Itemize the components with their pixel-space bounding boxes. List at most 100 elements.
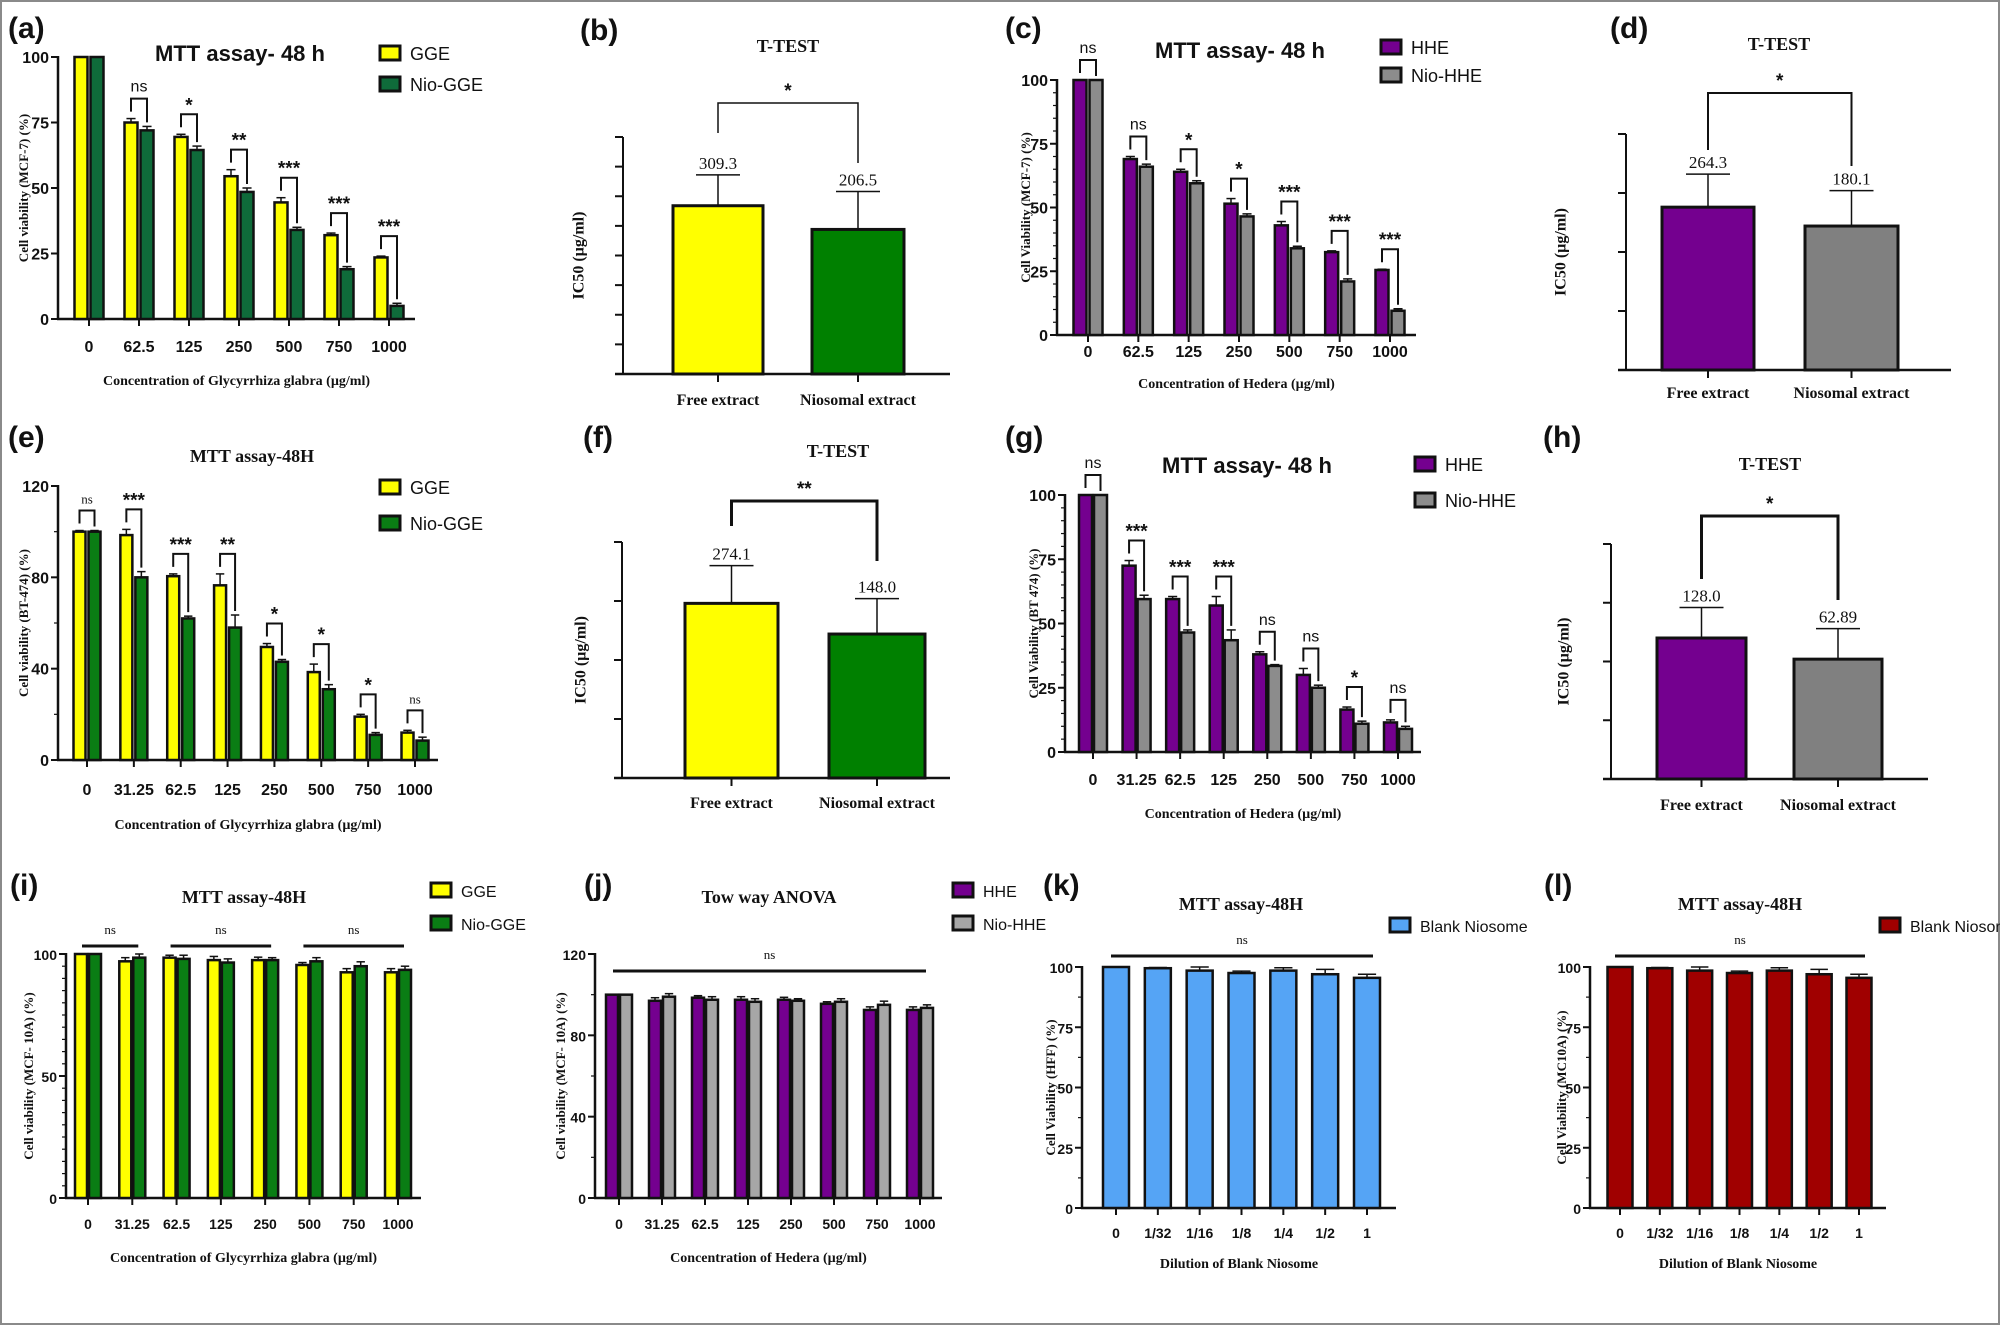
- significance-bracket: [1129, 135, 1148, 161]
- significance-label: ns: [1085, 455, 1102, 472]
- bar-nio-gge: [353, 964, 368, 1200]
- y-tick-label: 25: [1038, 681, 1056, 698]
- y-tick-label: 0: [1065, 1201, 1073, 1217]
- x-tick-label: 1/2: [1315, 1225, 1335, 1241]
- y-tick-label: 40: [31, 662, 49, 679]
- bar-niosomal-extract: [1803, 224, 1900, 372]
- y-axis-label: Cell Viability (MCF-7) (%): [1018, 132, 1033, 283]
- bar-gge: [339, 971, 354, 1200]
- bar-nio-gge: [239, 190, 255, 321]
- bar-blank-niosome: [1606, 965, 1634, 1210]
- significance-bracket: [280, 176, 298, 224]
- data-label: 309.3: [699, 154, 737, 173]
- significance-label: *: [1766, 494, 1774, 515]
- significance-label: ***: [1125, 522, 1148, 543]
- panel-l: (l) MTT assay-48H 0 25 50 75 100 Cell Viability…: [1544, 869, 2000, 1272]
- panel-label: (d): [1610, 12, 1648, 45]
- significance-bracket: [1084, 474, 1102, 491]
- y-axis-label: Cell Viability (MC10A) (%): [1554, 1010, 1569, 1164]
- significance-bracket: [1215, 575, 1233, 626]
- chart-title: T-TEST: [1748, 34, 1810, 54]
- bar-nio-gge: [274, 660, 290, 762]
- x-axis-label: Concentration of Hedera (µg/ml): [1145, 807, 1342, 822]
- x-tick-label: 0: [1089, 772, 1098, 789]
- legend-label: HHE: [1445, 455, 1483, 475]
- bar-hhe: [1273, 224, 1290, 337]
- y-axis-label: Cell Viability (HFF) (%): [1043, 1019, 1058, 1155]
- significance-label: *: [1776, 71, 1784, 92]
- bar-gge: [353, 715, 368, 762]
- x-tick-label: 1/32: [1144, 1225, 1171, 1241]
- bar-gge: [123, 121, 139, 321]
- x-tick-label: 500: [276, 339, 303, 356]
- bar-nio-hhe: [1179, 631, 1196, 754]
- significance-label: **: [220, 535, 235, 556]
- legend-label: Blank Niosome: [1910, 919, 2000, 936]
- significance-label: ns: [215, 922, 227, 937]
- legend-label: HHE: [983, 884, 1017, 901]
- y-tick-label: 0: [1573, 1201, 1581, 1217]
- significance-label: *: [185, 95, 193, 116]
- significance-label: ***: [1379, 230, 1402, 251]
- significance-bracket: [380, 235, 398, 300]
- significance-bracket: [730, 499, 879, 561]
- chart-title: MTT assay- 48 h: [155, 41, 325, 66]
- y-tick-label: 50: [31, 181, 49, 198]
- significance-bracket: [180, 113, 198, 143]
- chart-title: T-TEST: [1739, 454, 1801, 474]
- x-tick-label: 250: [779, 1216, 803, 1232]
- significance-label: *: [318, 625, 326, 646]
- panel-i: (i) MTT assay-48H 0 50 100 Cell viability (MC…: [10, 869, 526, 1266]
- x-tick-label: 0: [84, 1216, 92, 1232]
- significance-label: **: [797, 479, 812, 500]
- x-tick-label: 1/2: [1809, 1225, 1829, 1241]
- x-tick-label: 125: [176, 339, 203, 356]
- y-tick-label: 0: [40, 312, 49, 329]
- x-tick-label: 1/32: [1646, 1225, 1673, 1241]
- bar-nio-gge: [87, 530, 102, 762]
- chart-title: MTT assay-48H: [1179, 894, 1303, 914]
- panel-d: (d) T-TEST IC50 (µg/ml) 264.3 Free extract 18…: [1553, 12, 1951, 402]
- legend-label: Nio-HHE: [1411, 66, 1482, 86]
- x-tick-label: Free extract: [677, 392, 760, 409]
- bar-gge: [162, 956, 177, 1200]
- bar-blank-niosome: [1310, 972, 1340, 1210]
- y-axis-label: IC50 (µg/ml): [571, 212, 588, 300]
- bar-hhe: [862, 1008, 878, 1200]
- bar-gge: [118, 960, 133, 1200]
- chart-title: T-TEST: [757, 36, 819, 56]
- y-tick-label: 0: [578, 1191, 586, 1207]
- y-axis-label: Cell Viability (BT 474) (%): [1026, 549, 1041, 699]
- x-axis-label: Concentration of Hedera (µg/ml): [1138, 377, 1335, 392]
- x-tick-label: 250: [1226, 344, 1253, 361]
- x-tick-label: 1000: [371, 339, 407, 356]
- bar-hhe: [604, 993, 620, 1200]
- x-tick-label: 1/8: [1730, 1225, 1750, 1241]
- y-tick-label: 100: [1029, 488, 1056, 505]
- bar-nio-gge: [180, 617, 196, 762]
- bar-nio-gge: [397, 968, 413, 1200]
- panel-label: (c): [1005, 12, 1042, 45]
- x-tick-label: 1000: [1372, 344, 1408, 361]
- panel-label: (e): [8, 421, 45, 454]
- bar-free-extract: [1655, 636, 1748, 781]
- bar-hhe: [1374, 268, 1390, 337]
- y-axis-label: Cell viability (MCF- 10A) (%): [553, 992, 568, 1160]
- bar-hhe: [1223, 202, 1239, 337]
- x-tick-label: 125: [736, 1216, 760, 1232]
- legend-label: Nio-GGE: [461, 917, 526, 934]
- bar-nio-gge: [189, 148, 205, 321]
- x-axis-label: Concentration of Glycyrrhiza glabra (µg/…: [114, 818, 381, 833]
- bar-hhe: [733, 998, 749, 1200]
- bar-nio-hhe: [618, 993, 634, 1200]
- significance-bracket: [1179, 148, 1198, 177]
- data-label: 62.89: [1819, 608, 1857, 627]
- bar-nio-gge: [415, 739, 430, 762]
- significance-label: ***: [278, 159, 301, 180]
- legend-label: GGE: [461, 884, 497, 901]
- bar-nio-hhe: [704, 998, 720, 1200]
- x-tick-label: 31.25: [114, 782, 154, 799]
- x-tick-label: 62.5: [165, 782, 196, 799]
- significance-label: ***: [1278, 183, 1301, 204]
